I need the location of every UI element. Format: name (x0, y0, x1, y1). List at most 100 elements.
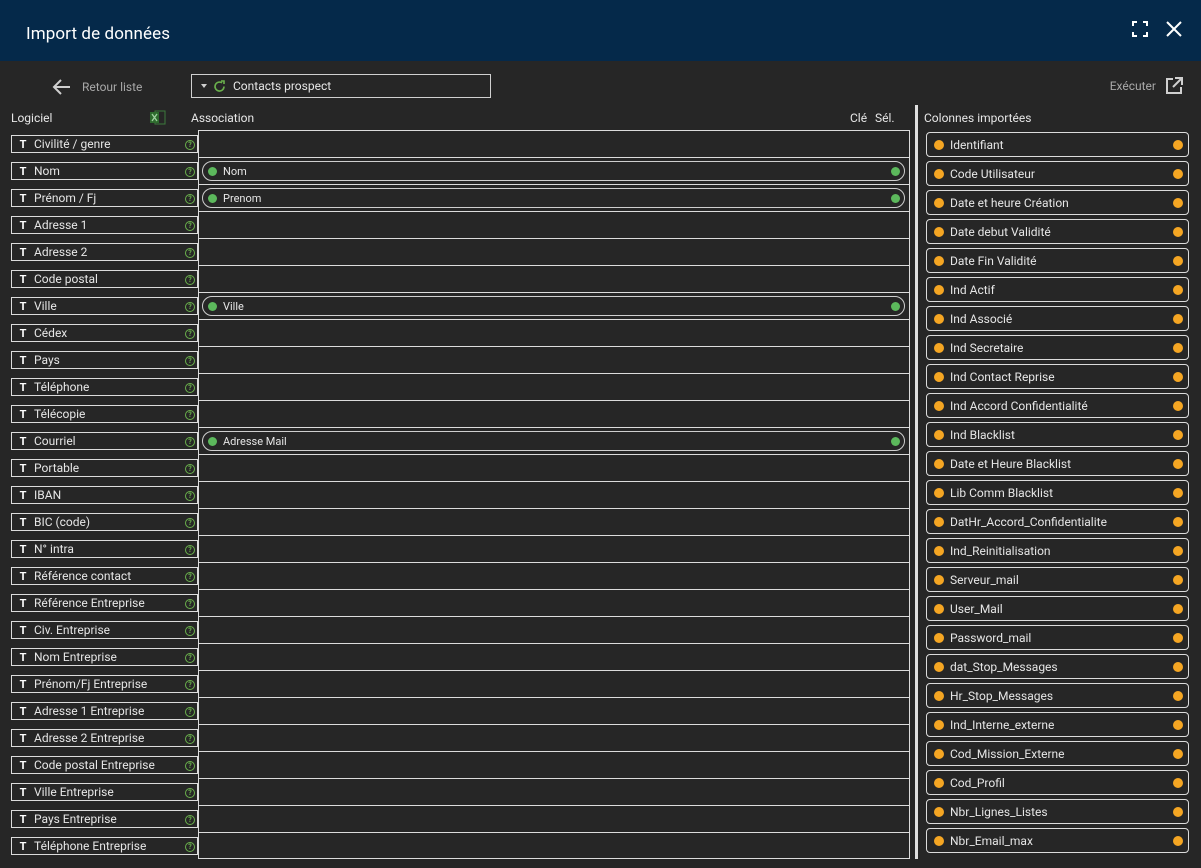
help-icon[interactable]: ? (185, 545, 195, 555)
imported-column-item[interactable]: Date et heure Création (926, 190, 1189, 215)
association-row[interactable] (199, 644, 909, 671)
excel-icon[interactable] (150, 110, 166, 129)
field-box[interactable]: T Adresse 1? (11, 216, 198, 234)
association-row[interactable] (199, 617, 909, 644)
help-icon[interactable]: ? (185, 302, 195, 312)
imported-column-item[interactable]: Ind Associé (926, 306, 1189, 331)
association-row[interactable] (199, 239, 909, 266)
imported-column-item[interactable]: Hr_Stop_Messages (926, 683, 1189, 708)
imported-column-item[interactable]: Ind Actif (926, 277, 1189, 302)
association-row[interactable]: Nom (199, 158, 909, 185)
association-row[interactable] (199, 698, 909, 725)
imported-column-item[interactable]: User_Mail (926, 596, 1189, 621)
help-icon[interactable]: ? (185, 707, 195, 717)
execute-button[interactable]: Exécuter (1110, 76, 1184, 96)
association-row[interactable] (199, 563, 909, 590)
imported-column-item[interactable]: Cod_Mission_Externe (926, 741, 1189, 766)
help-icon[interactable]: ? (185, 194, 195, 204)
field-box[interactable]: T Prénom/Fj Entreprise? (11, 675, 198, 693)
field-box[interactable]: T Code postal? (11, 270, 198, 288)
help-icon[interactable]: ? (185, 599, 195, 609)
imported-column-item[interactable]: Nbr_Email_max (926, 828, 1189, 853)
help-icon[interactable]: ? (185, 734, 195, 744)
imported-column-item[interactable]: Ind_Interne_externe (926, 712, 1189, 737)
association-row[interactable] (199, 455, 909, 482)
field-box[interactable]: T N° intra? (11, 540, 198, 558)
help-icon[interactable]: ? (185, 518, 195, 528)
association-row[interactable] (199, 401, 909, 428)
help-icon[interactable]: ? (185, 761, 195, 771)
imported-column-item[interactable]: dat_Stop_Messages (926, 654, 1189, 679)
field-box[interactable]: T Référence Entreprise? (11, 594, 198, 612)
field-box[interactable]: T BIC (code)? (11, 513, 198, 531)
association-row[interactable]: Prenom (199, 185, 909, 212)
field-box[interactable]: T Courriel? (11, 432, 198, 450)
imported-column-item[interactable]: Ind Accord Confidentialité (926, 393, 1189, 418)
association-row[interactable] (199, 752, 909, 779)
help-icon[interactable]: ? (185, 437, 195, 447)
association-chip[interactable]: Ville (202, 296, 905, 316)
association-chip[interactable]: Adresse Mail (202, 431, 905, 451)
imported-column-item[interactable]: Identifiant (926, 132, 1189, 157)
association-row[interactable] (199, 212, 909, 239)
imported-column-item[interactable]: Date debut Validité (926, 219, 1189, 244)
help-icon[interactable]: ? (185, 572, 195, 582)
imported-column-item[interactable]: DatHr_Accord_Confidentialite (926, 509, 1189, 534)
back-button[interactable]: Retour liste (52, 77, 142, 97)
help-icon[interactable]: ? (185, 491, 195, 501)
help-icon[interactable]: ? (185, 626, 195, 636)
field-box[interactable]: T Nom? (11, 162, 198, 180)
imported-column-item[interactable]: Date Fin Validité (926, 248, 1189, 273)
help-icon[interactable]: ? (185, 248, 195, 258)
association-row[interactable]: Ville (199, 293, 909, 320)
imported-column-item[interactable]: Ind Blacklist (926, 422, 1189, 447)
field-box[interactable]: T Prénom / Fj? (11, 189, 198, 207)
imported-column-item[interactable]: Nbr_Lignes_Listes (926, 799, 1189, 824)
association-row[interactable] (199, 509, 909, 536)
close-icon[interactable] (1165, 20, 1185, 40)
help-icon[interactable]: ? (185, 329, 195, 339)
association-row[interactable] (199, 590, 909, 617)
field-box[interactable]: T Civ. Entreprise? (11, 621, 198, 639)
field-box[interactable]: T Téléphone Entreprise? (11, 837, 198, 855)
imported-column-item[interactable]: Code Utilisateur (926, 161, 1189, 186)
association-chip[interactable]: Prenom (202, 188, 905, 208)
imported-column-item[interactable]: Lib Comm Blacklist (926, 480, 1189, 505)
imported-column-item[interactable]: Serveur_mail (926, 567, 1189, 592)
field-box[interactable]: T Pays? (11, 351, 198, 369)
association-row[interactable] (199, 725, 909, 752)
association-row[interactable] (199, 347, 909, 374)
imported-column-item[interactable]: Cod_Profil (926, 770, 1189, 795)
help-icon[interactable]: ? (185, 815, 195, 825)
help-icon[interactable]: ? (185, 842, 195, 852)
help-icon[interactable]: ? (185, 140, 195, 150)
field-box[interactable]: T Civilité / genre? (11, 135, 198, 153)
field-box[interactable]: T Adresse 2 Entreprise? (11, 729, 198, 747)
field-box[interactable]: T IBAN? (11, 486, 198, 504)
field-box[interactable]: T Adresse 1 Entreprise? (11, 702, 198, 720)
column-divider[interactable] (915, 105, 918, 859)
help-icon[interactable]: ? (185, 221, 195, 231)
field-box[interactable]: T Pays Entreprise? (11, 810, 198, 828)
association-row[interactable] (199, 806, 909, 833)
association-row[interactable] (199, 833, 909, 860)
association-row[interactable]: Adresse Mail (199, 428, 909, 455)
association-row[interactable] (199, 131, 909, 158)
field-box[interactable]: T Télécopie? (11, 405, 198, 423)
help-icon[interactable]: ? (185, 275, 195, 285)
field-box[interactable]: T Adresse 2? (11, 243, 198, 261)
help-icon[interactable]: ? (185, 383, 195, 393)
association-row[interactable] (199, 482, 909, 509)
imported-column-item[interactable]: Ind Secretaire (926, 335, 1189, 360)
association-area[interactable]: Nom Prenom Ville Adresse Mail (198, 130, 910, 859)
field-box[interactable]: T Portable? (11, 459, 198, 477)
field-box[interactable]: T Téléphone? (11, 378, 198, 396)
help-icon[interactable]: ? (185, 680, 195, 690)
help-icon[interactable]: ? (185, 356, 195, 366)
help-icon[interactable]: ? (185, 167, 195, 177)
help-icon[interactable]: ? (185, 464, 195, 474)
association-row[interactable] (199, 266, 909, 293)
field-box[interactable]: T Référence contact? (11, 567, 198, 585)
association-chip[interactable]: Nom (202, 161, 905, 181)
help-icon[interactable]: ? (185, 653, 195, 663)
